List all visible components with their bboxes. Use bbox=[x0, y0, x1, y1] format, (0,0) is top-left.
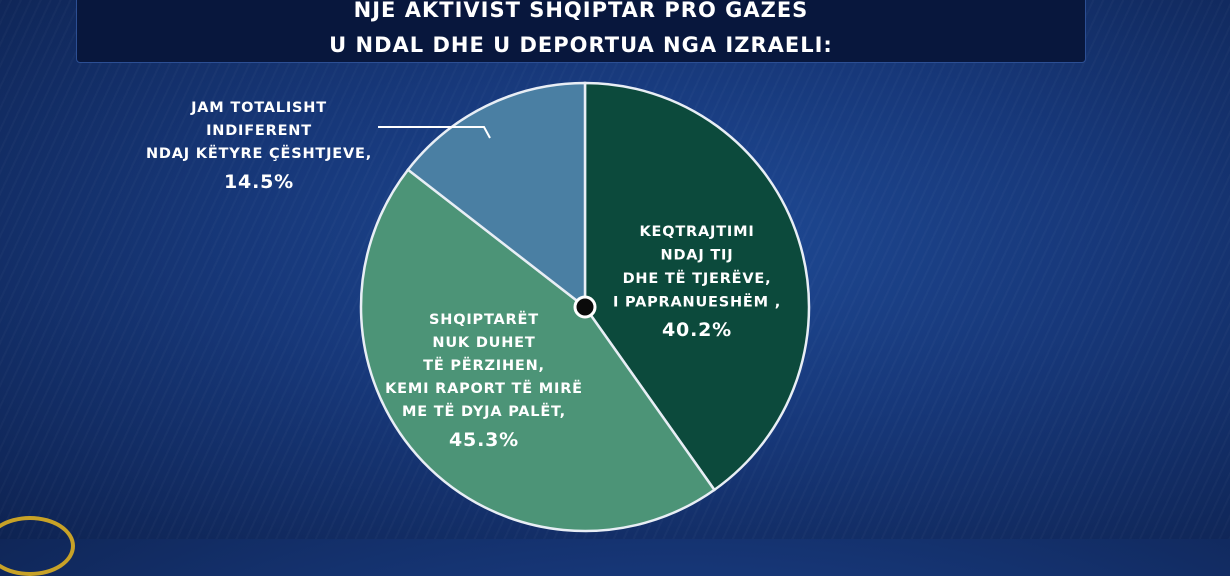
slice-label-line: ME TË DYJA PALËT, bbox=[402, 403, 566, 420]
slice-label-line: NUK DUHET bbox=[432, 335, 535, 351]
slice-label-line: KEMI RAPORT TË MIRË bbox=[385, 380, 583, 397]
title-banner: NJË AKTIVIST SHQIPTAR PRO GAZËS U NDAL D… bbox=[76, 0, 1086, 63]
slice-label-line: NDAJ TIJ bbox=[661, 248, 734, 264]
slice-value-label: 14.5% bbox=[224, 171, 294, 193]
slice-keqtrajtimi-label: KEQTRAJTIMI NDAJ TIJ DHE TË TJERËVE, I PAPR… bbox=[613, 224, 781, 341]
slice-label-line: NDAJ KËTYRE ÇËSHTJEVE, bbox=[146, 145, 372, 162]
title-line-2: U NDAL DHE U DEPORTUA NGA IZRAELI: bbox=[329, 33, 833, 57]
slice-label-line: DHE TË TJERËVE, bbox=[623, 270, 772, 287]
slice-label-line: I PAPRANUESHËM , bbox=[613, 294, 781, 311]
slice-value-label: 45.3% bbox=[449, 429, 519, 451]
slice-label-line: INDIFERENT bbox=[206, 123, 312, 139]
center-dot bbox=[573, 295, 597, 319]
slice-label-line: KEQTRAJTIMI bbox=[639, 224, 754, 240]
slice-label-line: TË PËRZIHEN, bbox=[423, 357, 545, 374]
slice-indiferent bbox=[406, 81, 587, 310]
leader-line bbox=[378, 126, 491, 139]
slice-label-line: SHQIPTARËT bbox=[429, 311, 539, 328]
slice-shqiptaret bbox=[359, 167, 717, 533]
slice-keqtrajtimi bbox=[583, 81, 811, 492]
slice-value-label: 40.2% bbox=[662, 319, 732, 341]
slice-label-line: JAM TOTALISHT bbox=[190, 100, 327, 116]
title-line-1: NJË AKTIVIST SHQIPTAR PRO GAZËS bbox=[353, 0, 809, 22]
pie-chart: KEQTRAJTIMI NDAJ TIJ DHE TË TJERËVE, I PAPR… bbox=[146, 81, 811, 533]
slice-shqiptaret-label: SHQIPTARËT NUK DUHET TË PËRZIHEN, KEMI RAPO… bbox=[385, 311, 583, 451]
slice-indiferent-label: JAM TOTALISHT INDIFERENT NDAJ KËTYRE ÇËSHT… bbox=[146, 100, 372, 193]
